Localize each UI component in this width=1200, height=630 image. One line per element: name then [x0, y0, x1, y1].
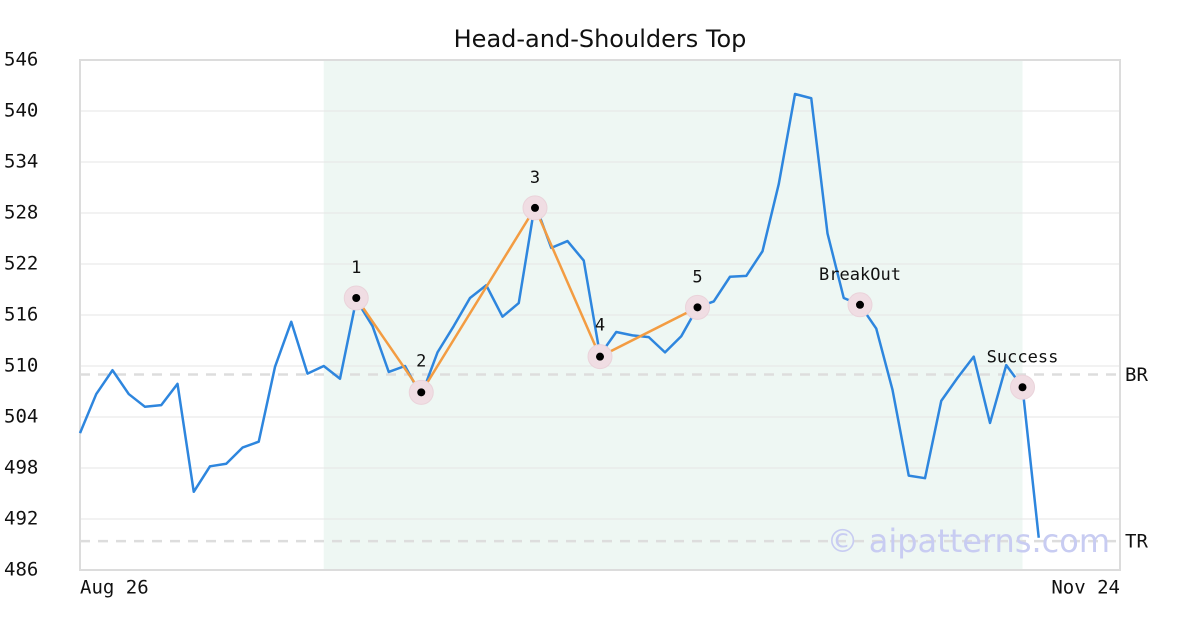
- y-tick-label: 516: [4, 304, 38, 326]
- y-tick-label: 504: [4, 406, 38, 428]
- pattern-label: 1: [351, 258, 361, 278]
- y-tick-label: 492: [4, 508, 38, 530]
- pattern-label: 3: [530, 168, 540, 188]
- pattern-label: 5: [692, 267, 702, 287]
- pattern-point: [596, 352, 604, 361]
- y-tick-label: 522: [4, 253, 38, 275]
- y-tick-label: 498: [4, 457, 38, 479]
- y-tick-label: 534: [4, 151, 38, 173]
- chart-title: Head-and-Shoulders Top: [454, 25, 747, 53]
- pattern-label: 2: [416, 351, 426, 371]
- y-tick-label: 540: [4, 100, 38, 122]
- y-tick-label: 486: [4, 559, 38, 581]
- watermark: © aipatterns.com: [827, 522, 1110, 560]
- y-tick-label: 510: [4, 355, 38, 377]
- level-label: TR: [1125, 531, 1148, 553]
- y-tick-label: 546: [4, 49, 38, 71]
- y-tick-label: 528: [4, 202, 38, 224]
- plot-frame: [79, 59, 1121, 571]
- level-label: BR: [1125, 364, 1148, 386]
- event-label: Success: [987, 347, 1059, 367]
- pattern-point: [352, 294, 361, 302]
- event-point: [856, 300, 864, 309]
- pattern-point: [531, 203, 539, 212]
- event-label: BreakOut: [819, 265, 901, 285]
- x-tick-label: Aug 26: [80, 577, 149, 599]
- price-line: [78, 92, 1040, 538]
- x-tick-label: Nov 24: [1051, 577, 1120, 599]
- event-point: [1018, 383, 1027, 392]
- pattern-point: [693, 303, 702, 312]
- pattern-label: 4: [595, 316, 605, 336]
- pattern-point: [417, 388, 426, 397]
